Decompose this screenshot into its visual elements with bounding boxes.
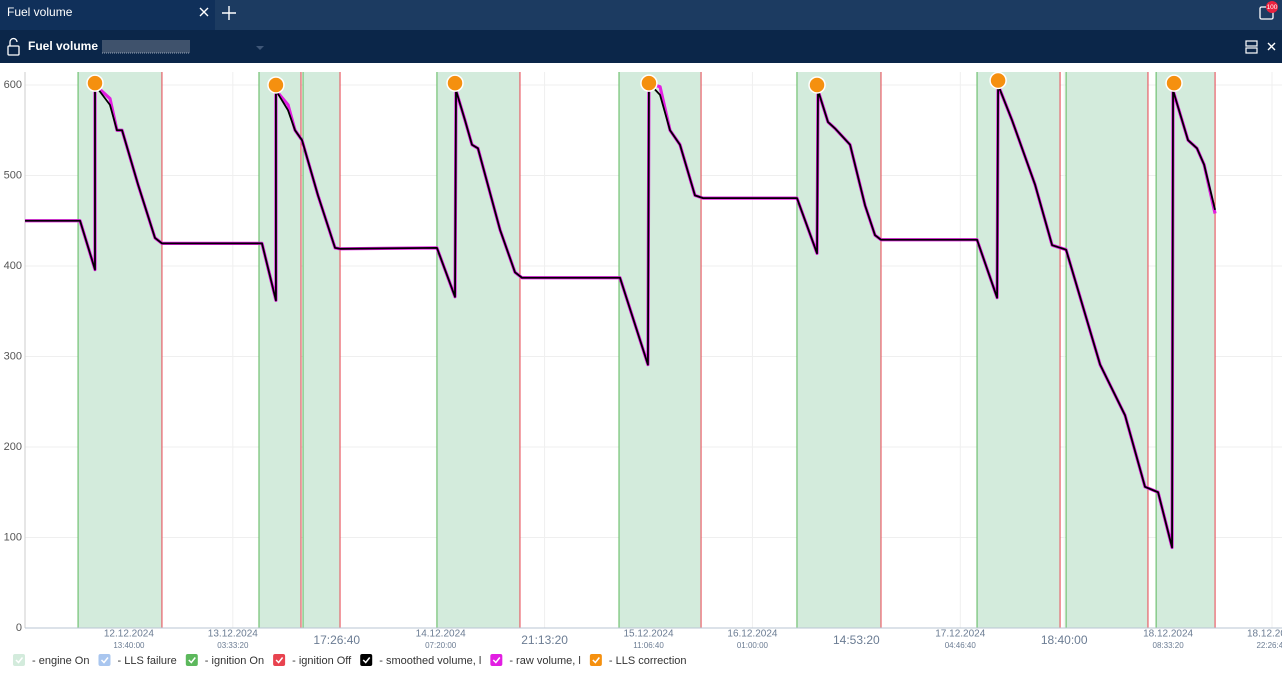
lls-correction-marker xyxy=(989,71,1007,90)
lls-correction-marker xyxy=(808,76,826,94)
y-tick-label: 500 xyxy=(4,169,22,181)
layout-icon[interactable] xyxy=(1245,40,1258,54)
legend-check xyxy=(15,657,24,664)
x-tick-time: 08:33:20 xyxy=(1153,641,1185,650)
engine-on-period xyxy=(796,72,881,628)
y-tick-label: 0 xyxy=(16,622,22,634)
lls-correction-marker xyxy=(1165,74,1183,92)
legend-swatch[interactable] xyxy=(13,654,25,666)
x-tick-time: 01:00:00 xyxy=(737,641,769,650)
legend-check xyxy=(362,657,371,664)
tab-title: Fuel volume xyxy=(7,5,73,19)
legend-swatch[interactable] xyxy=(185,654,198,666)
badge xyxy=(1266,1,1278,13)
legend-swatch[interactable] xyxy=(273,654,286,666)
legend-label: - engine On xyxy=(32,655,89,667)
lock-icon[interactable] xyxy=(7,37,20,56)
legend-label: - ignition On xyxy=(205,655,264,667)
y-tick-label: 200 xyxy=(4,441,22,453)
y-tick-label: 100 xyxy=(4,531,22,543)
lls-correction-marker xyxy=(446,74,464,92)
x-tick-date: 14.12.2024 xyxy=(416,629,466,640)
lls-correction-marker xyxy=(86,74,104,92)
engine-on-period xyxy=(977,72,1061,628)
engine-on-period xyxy=(618,72,702,628)
legend-swatch[interactable] xyxy=(589,654,602,666)
x-tick-date: 18.12.2024 xyxy=(1143,629,1193,640)
legend-check xyxy=(188,657,196,664)
x-tick-time: 11:06:40 xyxy=(633,641,664,650)
x-tick-time: 07:20:00 xyxy=(425,641,457,650)
engine-on-period xyxy=(436,72,520,628)
y-tick-label: 400 xyxy=(4,260,22,272)
engine-on-period xyxy=(1066,72,1148,628)
panel-title: Fuel volume xyxy=(28,39,98,53)
x-tick-date: 18.12.2024 xyxy=(1247,629,1282,640)
legend-label: - LLS correction xyxy=(609,655,687,667)
y-tick-label: 600 xyxy=(4,79,22,91)
legend-label: - LLS failure xyxy=(117,655,176,667)
y-tick-label: 300 xyxy=(4,350,22,362)
tab[interactable] xyxy=(0,0,215,30)
legend-swatch[interactable] xyxy=(360,654,373,666)
legend-check xyxy=(100,657,109,664)
x-tick-label: 14:53:20 xyxy=(833,633,880,647)
x-tick-date: 12.12.2024 xyxy=(104,629,154,640)
badge-count: 100 xyxy=(1267,4,1278,11)
legend-swatch[interactable] xyxy=(98,654,111,666)
x-tick-time: 22:26:40 xyxy=(1256,641,1282,650)
object-selector[interactable] xyxy=(102,40,190,53)
engine-on-period xyxy=(1156,72,1216,628)
engine-on-period xyxy=(258,72,302,628)
toolbar xyxy=(0,30,1282,63)
x-tick-date: 16.12.2024 xyxy=(727,629,777,640)
x-tick-time: 04:46:40 xyxy=(945,641,977,650)
legend-label: - raw volume, l xyxy=(509,655,581,667)
tab-close[interactable] xyxy=(199,7,209,17)
legend-label: - smoothed volume, l xyxy=(379,655,481,667)
dropdown-arrow[interactable] xyxy=(256,46,264,50)
new-tab[interactable] xyxy=(222,6,236,20)
x-tick-date: 15.12.2024 xyxy=(623,629,673,640)
panel-close[interactable] xyxy=(1267,42,1276,51)
engine-on-period xyxy=(303,72,341,628)
x-tick-label: 21:13:20 xyxy=(521,633,568,647)
x-tick-label: 18:40:00 xyxy=(1041,633,1088,647)
legend-label: - ignition Off xyxy=(292,655,352,667)
lls-correction-marker xyxy=(267,76,285,94)
legend-swatch[interactable] xyxy=(490,654,503,666)
x-tick-date: 17.12.2024 xyxy=(935,629,985,640)
x-tick-time: 03:33:20 xyxy=(217,641,249,650)
x-tick-date: 13.12.2024 xyxy=(208,629,258,640)
legend-check xyxy=(492,657,501,664)
x-tick-label: 17:26:40 xyxy=(313,633,360,647)
engine-on-period xyxy=(78,72,162,628)
lls-correction-marker xyxy=(640,74,658,92)
legend-check xyxy=(592,657,600,664)
legend-check xyxy=(275,657,284,664)
x-tick-time: 13:40:00 xyxy=(113,641,145,650)
